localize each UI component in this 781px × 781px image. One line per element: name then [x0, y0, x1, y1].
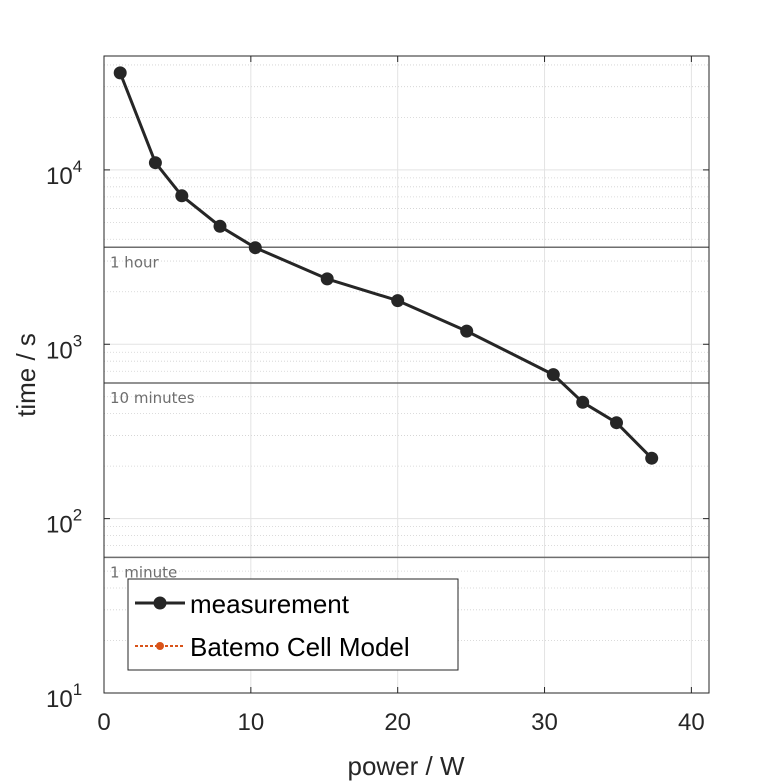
data-point [610, 416, 623, 430]
legend-batemo-label: Batemo Cell Model [190, 632, 410, 662]
x-tick-label: 20 [384, 709, 411, 736]
plot-frame [103, 55, 710, 694]
data-point [546, 368, 560, 382]
reference-line-label: 1 minute [110, 563, 177, 581]
series-line [118, 72, 653, 460]
y-tick-label: 104 [46, 157, 82, 190]
reference-line-label: 1 hour [110, 253, 160, 271]
y-tick-label: 103 [46, 331, 82, 364]
data-point [391, 294, 405, 308]
data-point [213, 219, 227, 233]
legend-measurement-marker [153, 596, 167, 610]
x-axis-label: power / W [347, 751, 464, 781]
x-axis-ticks: 0 10 20 30 40 [97, 56, 705, 736]
legend-box [127, 578, 459, 671]
data-point [645, 451, 659, 465]
legend-measurement-label: measurement [190, 589, 350, 619]
x-tick-label: 40 [678, 709, 705, 736]
y-tick-label: 102 [46, 506, 82, 539]
reference-line-label: 10 minutes [110, 389, 195, 407]
y-tick-label: 101 [46, 680, 82, 713]
reference-lines: 1 hour 10 minutes 1 minute [104, 246, 709, 581]
data-point [148, 156, 162, 170]
data-point [248, 241, 262, 255]
x-tick-label: 0 [97, 709, 110, 736]
x-tick-label: 10 [237, 709, 264, 736]
data-point [576, 395, 590, 409]
legend-batemo-marker [156, 642, 164, 650]
data-point [320, 272, 334, 286]
data-point [113, 66, 127, 80]
legend: measurement Batemo Cell Model [127, 578, 459, 671]
data-point [175, 189, 189, 203]
data-point [460, 324, 474, 338]
x-tick-label: 30 [531, 709, 558, 736]
y-axis-label: time / s [11, 333, 41, 417]
series-layer [113, 66, 659, 465]
y-axis-ticks: 101 102 103 104 [46, 157, 709, 713]
